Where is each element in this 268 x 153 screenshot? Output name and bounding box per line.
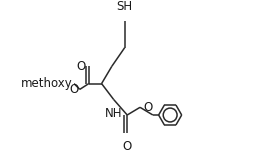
Text: SH: SH — [117, 0, 133, 13]
Text: O: O — [122, 140, 132, 153]
Text: O: O — [76, 60, 85, 73]
Text: methoxy: methoxy — [21, 77, 72, 90]
Text: O: O — [69, 83, 79, 96]
Text: O: O — [144, 101, 153, 114]
Text: NH: NH — [105, 107, 122, 120]
